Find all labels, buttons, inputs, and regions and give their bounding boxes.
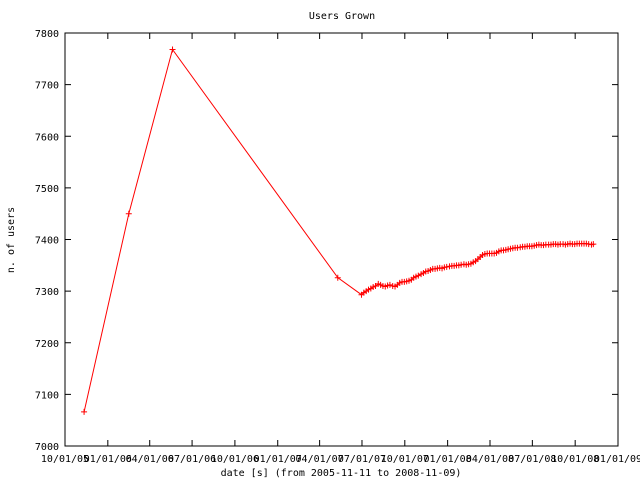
data-point <box>514 244 521 251</box>
x-tick-label: 07/01/07 <box>338 454 386 465</box>
y-tick-label: 7300 <box>35 287 59 298</box>
x-tick-label: 01/01/07 <box>254 454 302 465</box>
x-tick-label: 01/01/08 <box>424 454 472 465</box>
data-point <box>458 261 465 268</box>
x-tick-label: 10/01/06 <box>211 454 259 465</box>
data-point <box>81 408 88 415</box>
x-tick-label: 10/01/08 <box>551 454 599 465</box>
y-tick-label: 7600 <box>35 132 59 143</box>
x-tick-label: 01/01/06 <box>84 454 132 465</box>
y-tick-label: 7500 <box>35 184 59 195</box>
x-tick-label: 04/01/08 <box>466 454 514 465</box>
x-tick-label: 10/01/07 <box>381 454 429 465</box>
data-point <box>590 241 597 248</box>
x-tick-label: 04/01/07 <box>296 454 344 465</box>
x-tick-label: 04/01/06 <box>126 454 174 465</box>
data-point <box>169 46 176 53</box>
data-point <box>443 263 450 270</box>
series-layer <box>81 46 597 415</box>
y-axis-label: n. of users <box>6 207 17 273</box>
plot-frame <box>64 32 619 447</box>
y-tick-label: 7400 <box>35 236 59 247</box>
data-point <box>386 281 393 288</box>
x-tick-label: 07/01/08 <box>508 454 556 465</box>
data-point <box>125 210 132 217</box>
y-tick-label: 7800 <box>35 29 59 40</box>
y-tick-label: 7000 <box>35 442 59 453</box>
x-tick-label: 10/01/05 <box>41 454 89 465</box>
x-axis-label: date [s] (from 2005-11-11 to 2008-11-09) <box>221 468 462 479</box>
x-tick-label: 01/01/09 <box>594 454 640 465</box>
y-tick-label: 7100 <box>35 390 59 401</box>
x-axis: 10/01/0501/01/0604/01/0607/01/0610/01/06… <box>41 33 640 465</box>
x-tick-label: 07/01/06 <box>168 454 216 465</box>
y-tick-label: 7200 <box>35 339 59 350</box>
y-axis: 7000 7100 7200 7300 7400 7500 7600 7700 7800 <box>35 29 618 453</box>
series-line <box>83 48 594 413</box>
data-point <box>334 274 341 281</box>
y-tick-label: 7700 <box>35 81 59 92</box>
chart-title: Users Grown <box>309 11 375 22</box>
